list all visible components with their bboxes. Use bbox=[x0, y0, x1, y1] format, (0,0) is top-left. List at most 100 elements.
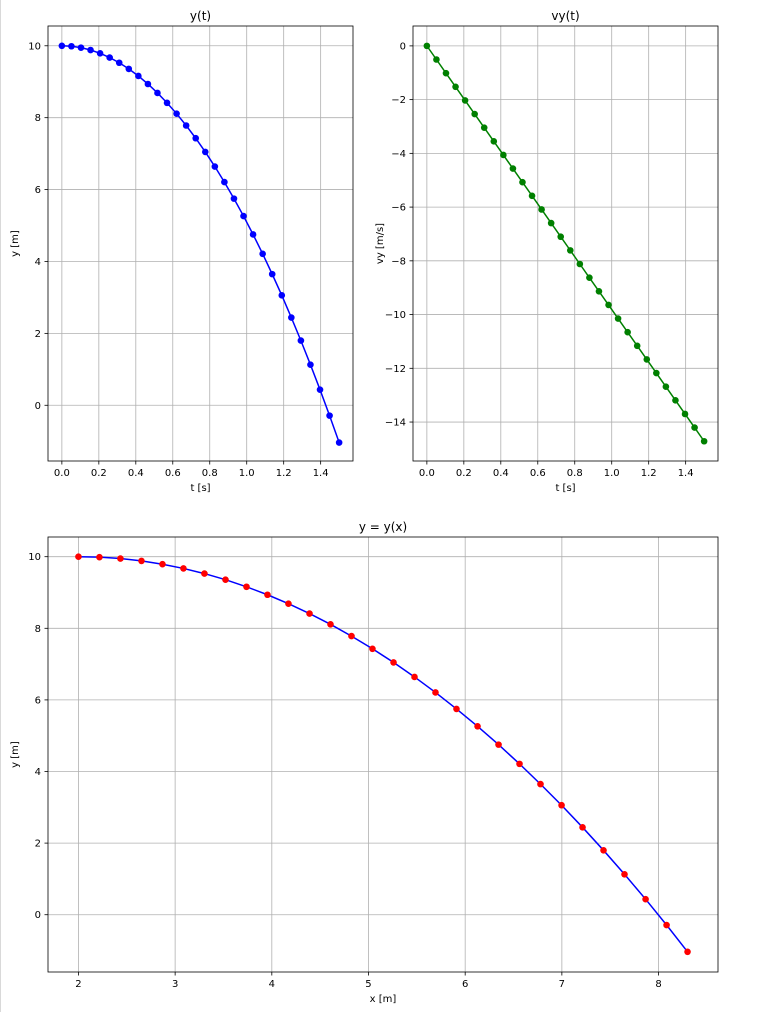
data-point bbox=[595, 287, 603, 295]
y-tick-label: 0 bbox=[35, 401, 41, 412]
data-point bbox=[222, 576, 229, 584]
data-point bbox=[173, 110, 180, 117]
data-point bbox=[453, 705, 460, 713]
plot-title: y = y(x) bbox=[359, 520, 407, 534]
data-point bbox=[135, 72, 142, 80]
series-line bbox=[61, 45, 340, 443]
x-tick-label: 0.6 bbox=[530, 468, 546, 479]
data-point bbox=[624, 328, 631, 336]
data-point bbox=[58, 42, 66, 50]
data-point bbox=[259, 250, 266, 258]
data-point bbox=[163, 99, 171, 107]
data-point bbox=[201, 148, 209, 156]
data-point bbox=[278, 292, 286, 299]
y-tick-label: −4 bbox=[391, 149, 406, 160]
data-point bbox=[240, 212, 247, 220]
series-line bbox=[426, 45, 705, 442]
data-point bbox=[117, 555, 124, 562]
data-point bbox=[326, 412, 333, 419]
data-point bbox=[182, 122, 190, 129]
data-point bbox=[327, 621, 334, 628]
data-point bbox=[285, 600, 292, 607]
data-point bbox=[433, 56, 440, 63]
y-tick-label: −6 bbox=[391, 203, 406, 214]
x-tick-label: 5 bbox=[365, 979, 371, 990]
data-point bbox=[249, 231, 257, 238]
data-point bbox=[230, 195, 238, 202]
data-point bbox=[390, 659, 397, 666]
x-tick-label: 2 bbox=[75, 979, 81, 990]
y-tick-label: 2 bbox=[35, 839, 41, 850]
y-tick-label: 0 bbox=[400, 41, 406, 52]
window-left-border bbox=[0, 0, 1, 1012]
x-tick-label: 0.2 bbox=[456, 468, 472, 479]
y-tick-label: 4 bbox=[35, 257, 41, 268]
y-tick-label: −10 bbox=[385, 310, 406, 321]
data-point bbox=[566, 247, 574, 254]
data-point bbox=[471, 110, 478, 118]
data-point bbox=[586, 274, 593, 281]
data-point bbox=[115, 59, 123, 67]
data-point bbox=[159, 560, 166, 568]
y-tick-label: −14 bbox=[385, 418, 406, 429]
x-tick-label: 0.4 bbox=[128, 468, 144, 479]
data-point bbox=[672, 397, 679, 404]
data-point bbox=[538, 206, 545, 213]
y-axis-label: y [m] bbox=[10, 741, 21, 768]
data-point bbox=[201, 570, 208, 577]
data-point bbox=[221, 178, 228, 186]
data-point bbox=[490, 138, 498, 145]
data-point bbox=[642, 895, 649, 903]
data-point bbox=[557, 233, 565, 241]
x-tick-label: 0.4 bbox=[493, 468, 509, 479]
x-tick-label: 0.0 bbox=[419, 468, 435, 479]
x-tick-label: 8 bbox=[655, 979, 661, 990]
data-point bbox=[96, 553, 103, 561]
x-tick-label: 0.0 bbox=[54, 468, 70, 479]
data-point bbox=[452, 83, 459, 91]
y-tick-label: 10 bbox=[28, 41, 41, 52]
x-tick-label: 1.2 bbox=[641, 468, 657, 479]
data-point bbox=[297, 337, 305, 344]
data-point bbox=[684, 948, 691, 956]
data-point bbox=[509, 165, 517, 172]
data-point bbox=[495, 741, 502, 748]
series-line bbox=[78, 555, 689, 953]
data-point bbox=[77, 44, 85, 51]
y-tick-label: 8 bbox=[35, 624, 41, 635]
y-axis-label: vy [m/s] bbox=[375, 223, 386, 264]
chart-yt: 0.0 0.2 0.4 0.6 0.8 1.0 1.2 1.4 0 2 4 6 8 10 y(t) t [s]… bbox=[10, 9, 354, 494]
plot-frame bbox=[412, 25, 719, 462]
data-point bbox=[519, 178, 526, 186]
data-point bbox=[75, 553, 82, 560]
x-tick-label: 1.4 bbox=[313, 468, 329, 479]
y-tick-label: 6 bbox=[35, 695, 41, 706]
x-tick-label: 0.8 bbox=[202, 468, 218, 479]
data-point bbox=[369, 645, 376, 653]
data-point bbox=[211, 163, 219, 170]
data-point bbox=[633, 342, 641, 350]
data-point bbox=[411, 673, 418, 681]
x-tick-label: 0.8 bbox=[567, 468, 583, 479]
x-axis-label: x [m] bbox=[370, 994, 397, 1005]
x-tick-label: 1.0 bbox=[239, 468, 255, 479]
x-tick-label: 1.4 bbox=[678, 468, 694, 479]
data-point bbox=[653, 369, 660, 377]
data-point bbox=[547, 219, 555, 227]
data-point bbox=[600, 847, 607, 854]
data-point bbox=[691, 424, 698, 431]
x-tick-label: 1.2 bbox=[276, 468, 292, 479]
data-point bbox=[528, 192, 536, 200]
chart-vyt: 0.0 0.2 0.4 0.6 0.8 1.0 1.2 1.4 0 −2 −4 −6 −8 −10 −12 −… bbox=[375, 9, 719, 494]
chart-yx: 2 3 4 5 6 7 8 0 2 4 6 8 10 y = y(x) x [m] y [m] bbox=[10, 520, 719, 1005]
data-point bbox=[348, 632, 355, 640]
plot-frame bbox=[47, 536, 719, 973]
data-point bbox=[558, 801, 565, 809]
data-point bbox=[307, 361, 314, 368]
data-point bbox=[432, 689, 439, 696]
data-point bbox=[621, 870, 628, 878]
y-tick-label: 10 bbox=[28, 552, 41, 563]
data-point bbox=[605, 301, 612, 309]
data-point bbox=[106, 54, 113, 61]
